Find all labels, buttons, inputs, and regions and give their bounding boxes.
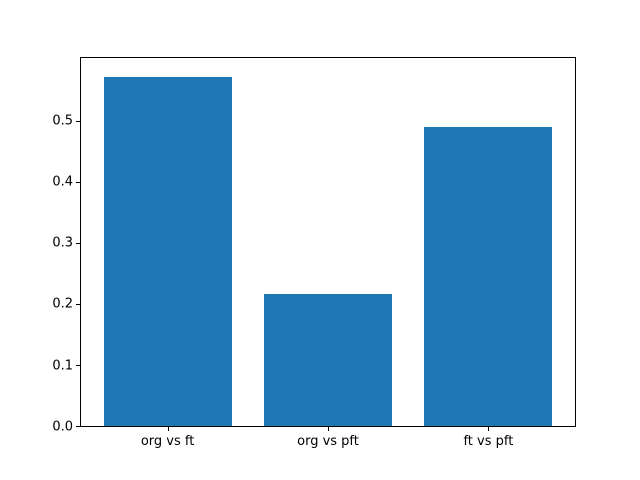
bar-org-vs-pft xyxy=(263,293,393,426)
y-tick-label: 0.5 xyxy=(52,113,73,129)
x-tick-label: ft vs pft xyxy=(463,434,514,449)
y-tick-mark xyxy=(76,426,80,427)
bar-org-vs-ft xyxy=(103,76,232,426)
x-tick-label: org vs ft xyxy=(140,434,195,449)
y-tick-label: 0.4 xyxy=(52,174,73,190)
x-tick-mark xyxy=(328,427,329,431)
y-tick-mark xyxy=(76,120,80,122)
bar-ft-vs-pft xyxy=(424,127,553,426)
x-tick-mark xyxy=(488,427,490,431)
y-tick-mark xyxy=(76,365,80,366)
y-tick-label: 0.3 xyxy=(52,235,73,251)
x-tick-label: org vs pft xyxy=(297,434,359,449)
x-tick-mark xyxy=(167,427,169,431)
y-tick-mark xyxy=(76,181,80,183)
y-tick-label: 0.0 xyxy=(52,419,73,434)
y-tick-label: 0.1 xyxy=(52,358,73,373)
y-tick-label: 0.2 xyxy=(52,296,73,312)
plot-area xyxy=(80,57,576,427)
y-tick-mark xyxy=(76,303,80,305)
y-tick-mark xyxy=(76,242,80,244)
